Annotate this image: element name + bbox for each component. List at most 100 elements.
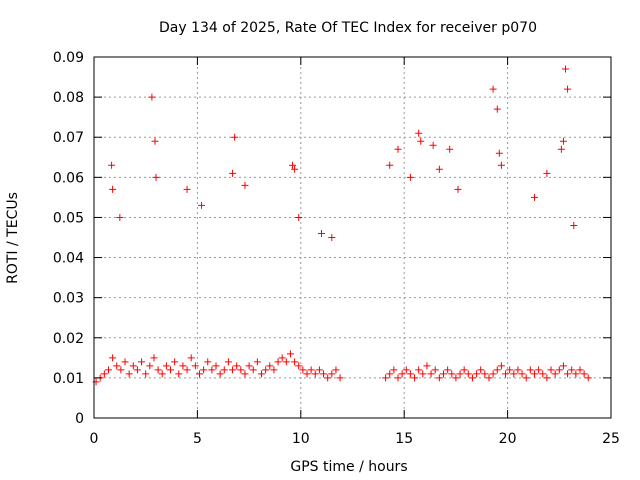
data-point xyxy=(382,374,390,382)
data-point xyxy=(108,161,116,169)
data-point xyxy=(415,129,423,137)
data-point xyxy=(231,133,239,141)
data-point xyxy=(493,366,501,374)
data-point xyxy=(317,229,325,237)
data-point xyxy=(208,366,216,374)
data-point xyxy=(539,370,547,378)
data-point xyxy=(495,149,503,157)
data-point xyxy=(473,370,481,378)
data-point xyxy=(398,370,406,378)
data-point xyxy=(435,374,443,382)
data-point xyxy=(394,145,402,153)
y-tick-label: 0.08 xyxy=(53,90,84,106)
data-point xyxy=(291,165,299,173)
data-point xyxy=(198,201,206,209)
y-tick-label: 0.07 xyxy=(53,130,84,146)
data-point xyxy=(543,169,551,177)
data-point xyxy=(468,374,476,382)
data-point xyxy=(489,370,497,378)
data-point xyxy=(154,366,162,374)
data-point xyxy=(446,145,454,153)
data-point xyxy=(289,161,297,169)
data-point xyxy=(138,358,146,366)
data-point xyxy=(158,370,166,378)
data-point xyxy=(324,374,332,382)
plot-frame xyxy=(93,56,612,419)
data-point xyxy=(423,362,431,370)
data-point xyxy=(417,137,425,145)
data-point xyxy=(493,105,501,113)
data-point xyxy=(299,366,307,374)
data-point xyxy=(286,350,294,358)
data-point xyxy=(328,234,336,241)
data-point xyxy=(530,193,538,201)
data-point xyxy=(129,362,137,370)
data-point xyxy=(113,362,121,370)
data-point xyxy=(518,370,526,378)
data-point xyxy=(559,137,567,145)
data-point xyxy=(233,362,241,370)
y-axis-tick-labels: 0 0.01 0.02 0.03 0.04 0.05 0.06 0.07 0.08 0.09 xyxy=(53,50,84,427)
y-axis-title: ROTI / TECUs xyxy=(5,192,21,284)
data-point xyxy=(191,362,199,370)
x-tick-label: 10 xyxy=(292,431,310,447)
data-point xyxy=(456,370,464,378)
data-point xyxy=(121,358,129,366)
data-point xyxy=(171,358,179,366)
data-point xyxy=(427,370,435,378)
data-point xyxy=(241,181,249,189)
y-tick-label: 0.01 xyxy=(53,371,84,387)
data-point xyxy=(555,366,563,374)
data-point xyxy=(148,93,156,101)
data-point xyxy=(435,165,443,173)
data-point xyxy=(270,366,278,374)
data-point xyxy=(477,366,485,374)
data-point xyxy=(522,374,530,382)
data-point xyxy=(481,370,489,378)
data-point xyxy=(570,221,578,229)
data-point xyxy=(125,370,133,378)
data-point xyxy=(133,366,141,374)
data-point xyxy=(497,161,505,169)
data-point xyxy=(543,374,551,382)
data-point xyxy=(551,370,559,378)
data-point xyxy=(464,370,472,378)
x-axis-tick-labels: 0 5 10 15 20 25 xyxy=(90,431,620,447)
data-point xyxy=(262,366,270,374)
data-point xyxy=(576,366,584,374)
data-point xyxy=(258,370,266,378)
data-point xyxy=(431,366,439,374)
data-point xyxy=(229,169,237,177)
y-tick-label: 0.06 xyxy=(53,170,84,186)
data-point xyxy=(386,161,394,169)
data-point xyxy=(336,374,344,382)
data-point xyxy=(100,370,108,378)
data-point xyxy=(514,366,522,374)
data-point xyxy=(489,85,497,93)
data-point xyxy=(332,366,340,374)
data-point xyxy=(307,366,315,374)
data-point xyxy=(510,370,518,378)
data-point xyxy=(179,362,187,370)
x-tick-label: 5 xyxy=(193,431,202,447)
data-point xyxy=(104,366,112,374)
data-point xyxy=(562,65,570,73)
data-point xyxy=(224,358,232,366)
data-point xyxy=(526,366,534,374)
y-tick-label: 0 xyxy=(75,411,84,427)
x-tick-label: 15 xyxy=(395,431,413,447)
x-tick-label: 20 xyxy=(499,431,517,447)
data-point xyxy=(547,366,555,374)
data-point xyxy=(390,366,398,374)
data-point xyxy=(109,354,117,362)
data-point xyxy=(444,366,452,374)
data-point xyxy=(229,366,237,374)
y-tick-label: 0.03 xyxy=(53,291,84,307)
tick-marks xyxy=(93,56,612,419)
data-point xyxy=(150,354,158,362)
data-point xyxy=(448,370,456,378)
data-point xyxy=(204,358,212,366)
